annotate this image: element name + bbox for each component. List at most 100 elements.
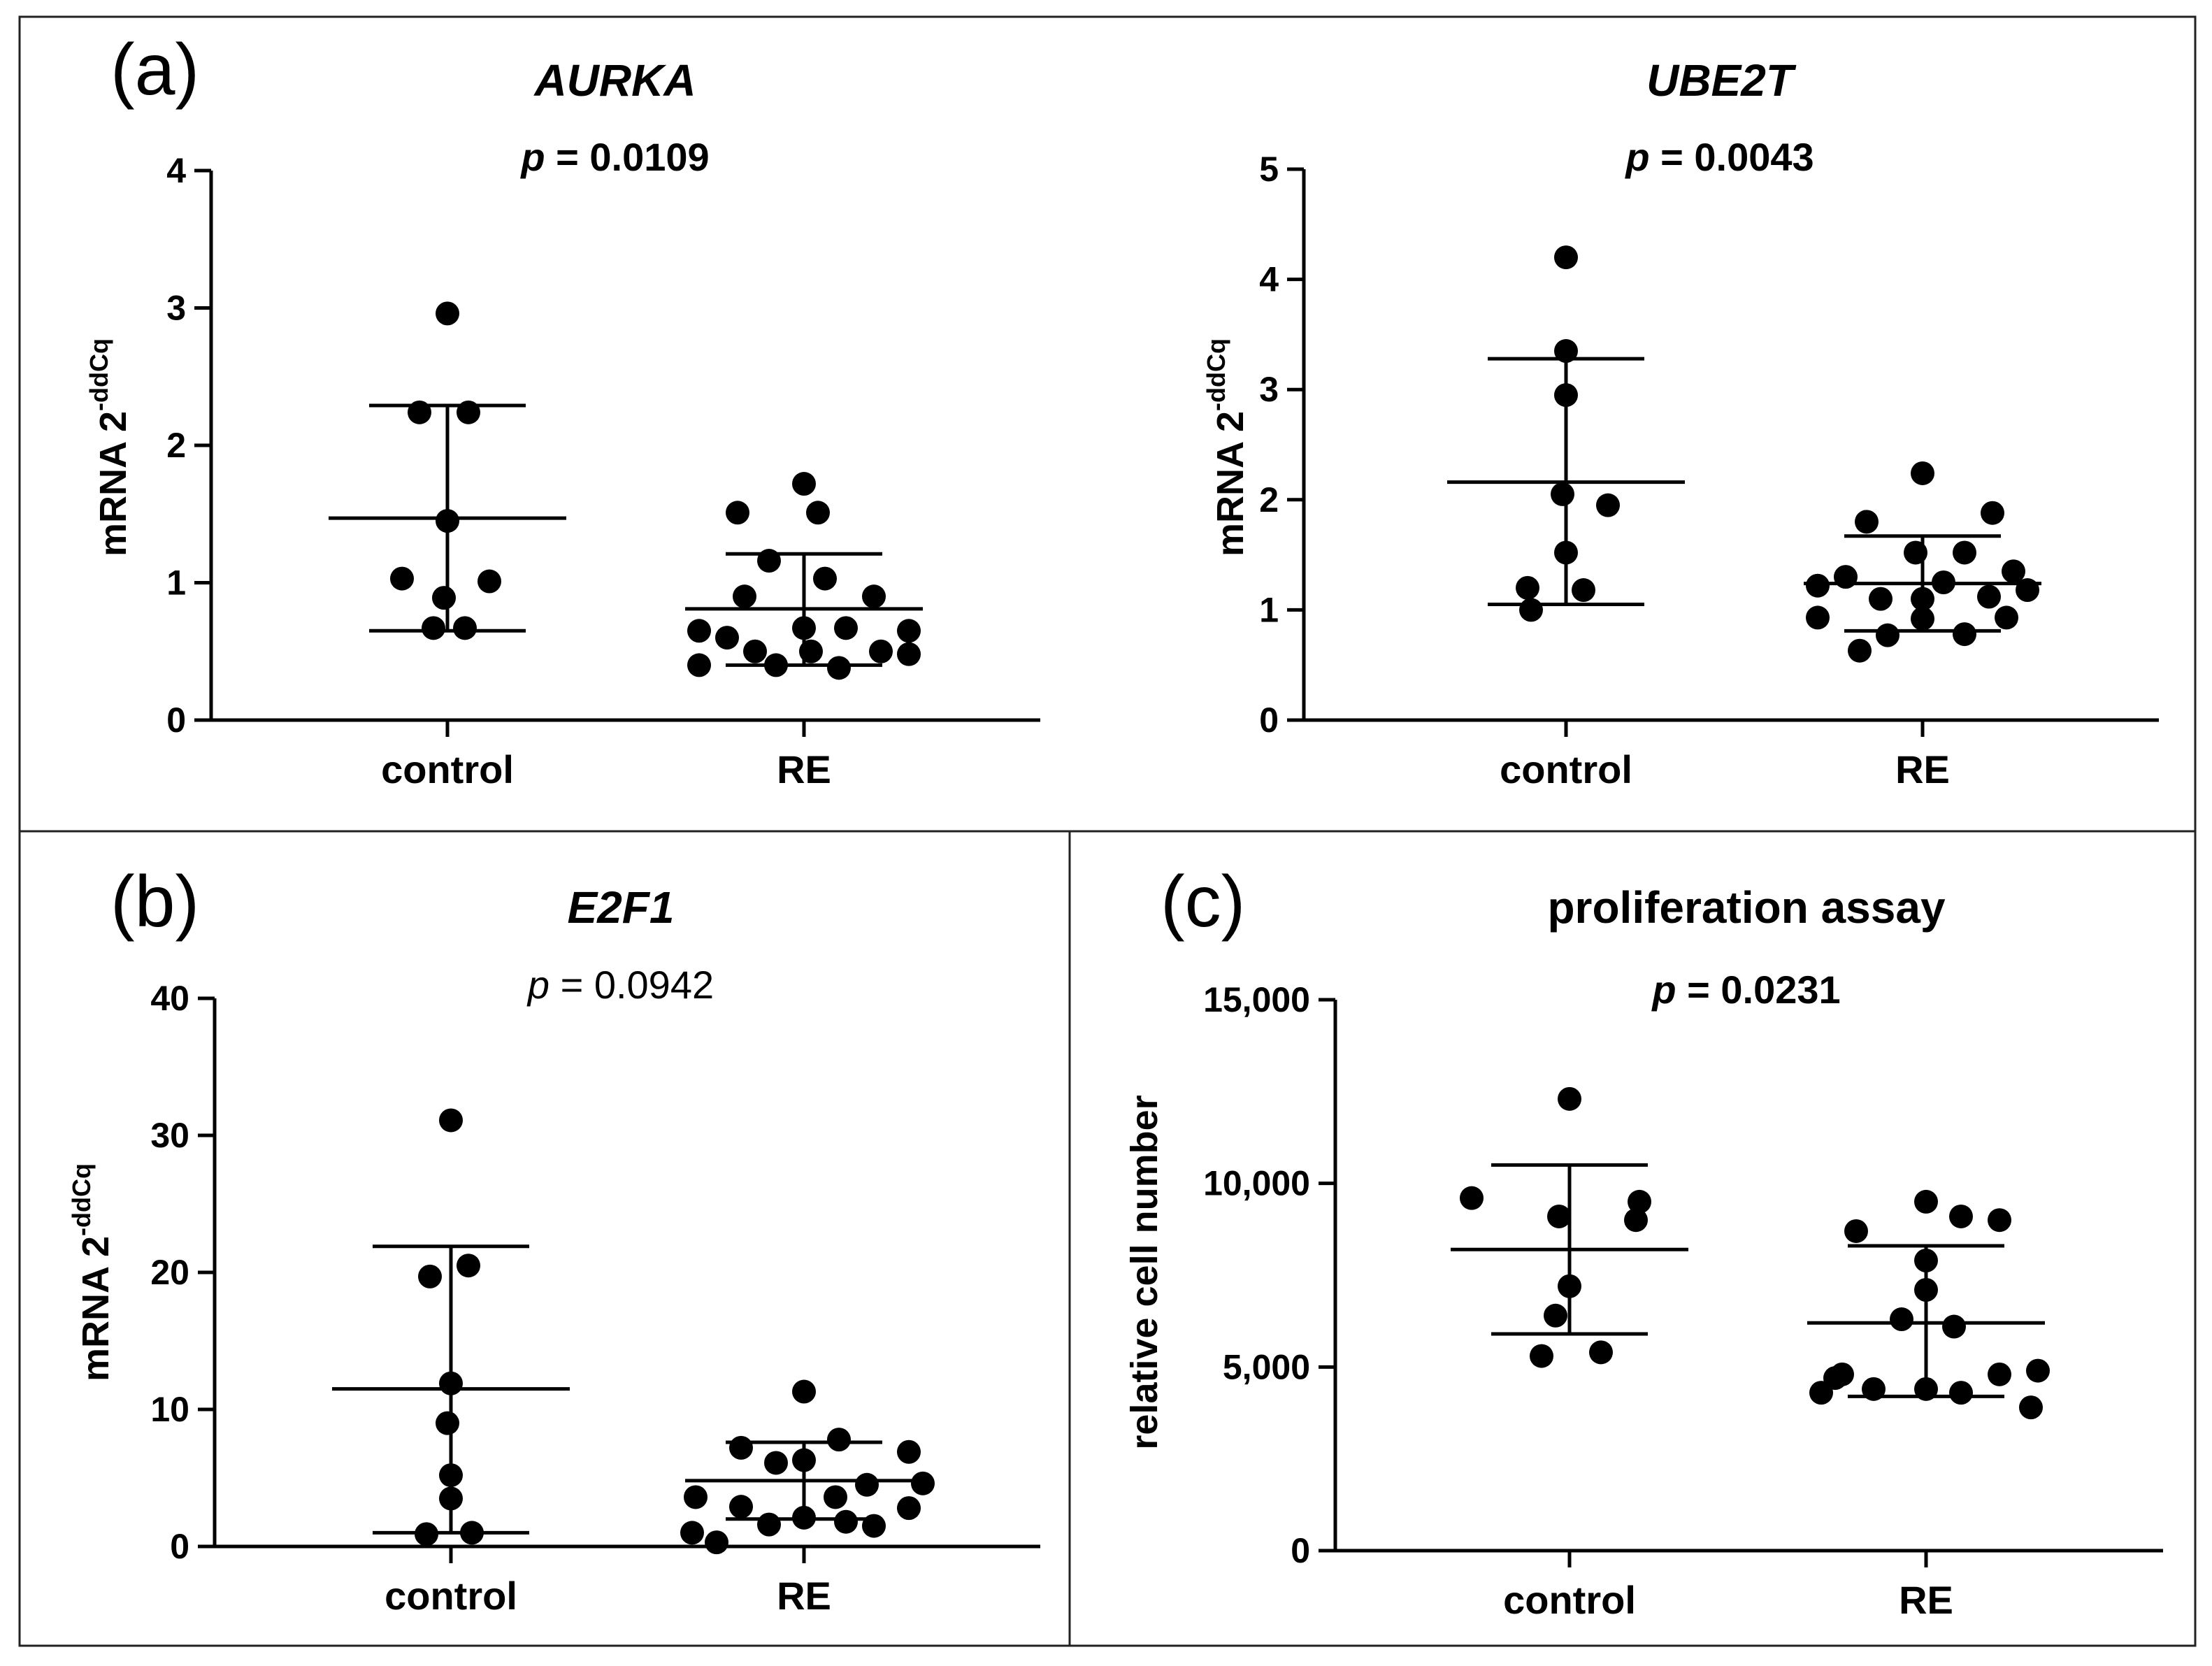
p-value-label: p = 0.0942 bbox=[526, 963, 714, 1007]
y-tick-label: 2 bbox=[1259, 480, 1279, 519]
p-value: = 0.0109 bbox=[545, 135, 710, 179]
y-axis-label-superscript: -ddCq bbox=[67, 1163, 96, 1236]
y-tick-label: 0 bbox=[170, 1527, 189, 1566]
data-point bbox=[855, 1472, 879, 1497]
data-point bbox=[1949, 1204, 1973, 1228]
p-value-label: p = 0.0043 bbox=[1624, 135, 1814, 179]
group-RE bbox=[685, 472, 923, 680]
p-symbol: p bbox=[526, 963, 550, 1007]
y-axis-label: mRNA 2-ddCq bbox=[67, 1163, 117, 1381]
data-point bbox=[1554, 383, 1578, 408]
y-axis-label: mRNA 2-ddCq bbox=[1202, 338, 1251, 556]
x-category-label: control bbox=[385, 1574, 517, 1618]
data-point bbox=[733, 584, 756, 609]
p-value: = 0.0043 bbox=[1650, 135, 1814, 179]
chart-title: UBE2T bbox=[1646, 55, 1797, 106]
data-point bbox=[1809, 1381, 1833, 1405]
chart-title: E2F1 bbox=[568, 882, 675, 933]
data-point bbox=[824, 1485, 847, 1509]
data-point bbox=[477, 569, 501, 594]
data-point bbox=[1953, 540, 1976, 565]
data-point bbox=[408, 400, 431, 424]
y-tick-label: 10,000 bbox=[1203, 1164, 1310, 1203]
data-point bbox=[813, 566, 837, 591]
data-point bbox=[453, 616, 477, 640]
data-point bbox=[757, 1512, 781, 1537]
data-point bbox=[1589, 1340, 1613, 1365]
x-category-label: control bbox=[1500, 747, 1632, 791]
data-point bbox=[705, 1530, 728, 1555]
data-point bbox=[1953, 622, 1976, 647]
data-point bbox=[1844, 1219, 1868, 1243]
data-point bbox=[1596, 493, 1620, 517]
p-value: = 0.0942 bbox=[550, 963, 714, 1007]
y-axis-label-superscript: -ddCq bbox=[85, 338, 113, 411]
panel-b-frame bbox=[18, 830, 1071, 1647]
data-point bbox=[1914, 1377, 1938, 1401]
data-point bbox=[1988, 1208, 2011, 1233]
data-point bbox=[1519, 598, 1543, 622]
group-RE bbox=[1804, 461, 2041, 663]
data-point bbox=[799, 639, 823, 663]
x-category-label: RE bbox=[1895, 747, 1950, 791]
data-point bbox=[1911, 461, 1934, 485]
data-point bbox=[1981, 501, 2004, 525]
panel-label-c: (c) bbox=[1161, 861, 1245, 942]
chart-title: proliferation assay bbox=[1547, 882, 1946, 933]
panel-label-b: (b) bbox=[110, 861, 199, 942]
x-category-label: control bbox=[1503, 1578, 1636, 1622]
chart-e2f1: E2F1 p = 0.0942 0 10 20 30 40 control RE mRNA 2-d… bbox=[67, 882, 1040, 1618]
data-point bbox=[1530, 1344, 1553, 1368]
data-point bbox=[897, 1439, 921, 1464]
data-point bbox=[827, 1428, 851, 1452]
data-point bbox=[1977, 584, 2001, 609]
data-point bbox=[1911, 607, 1934, 631]
data-point bbox=[1914, 1248, 1938, 1272]
y-tick-label: 4 bbox=[1259, 260, 1279, 299]
data-point bbox=[897, 642, 921, 666]
data-point bbox=[2019, 1395, 2043, 1420]
data-point bbox=[1848, 638, 1872, 663]
y-axis-label-superscript: -ddCq bbox=[1202, 338, 1230, 411]
data-point bbox=[1932, 570, 1955, 594]
data-point bbox=[439, 1371, 463, 1395]
data-point bbox=[439, 1486, 463, 1511]
p-value: = 0.0231 bbox=[1676, 968, 1841, 1012]
data-point bbox=[1624, 1208, 1648, 1233]
y-tick-label: 3 bbox=[1259, 370, 1279, 409]
data-point bbox=[834, 1509, 858, 1534]
data-point bbox=[436, 1411, 459, 1435]
y-tick-label: 0 bbox=[166, 701, 186, 740]
y-tick-label: 1 bbox=[1259, 590, 1279, 629]
y-tick-label: 3 bbox=[166, 289, 186, 328]
data-point bbox=[764, 1451, 788, 1475]
data-point bbox=[897, 1496, 921, 1521]
data-point bbox=[1834, 565, 1858, 589]
y-tick-label: 0 bbox=[1259, 701, 1279, 740]
data-point bbox=[415, 1522, 438, 1546]
data-point bbox=[436, 509, 459, 533]
y-tick-label: 5 bbox=[1259, 150, 1279, 189]
data-point bbox=[743, 639, 767, 663]
p-value-label: p = 0.0231 bbox=[1651, 968, 1840, 1012]
data-point bbox=[2026, 1358, 2050, 1383]
y-tick-label: 1 bbox=[166, 563, 186, 603]
data-point bbox=[436, 301, 459, 326]
panel-label-a: (a) bbox=[110, 29, 199, 110]
y-tick-label: 4 bbox=[166, 151, 186, 190]
y-axis-label: relative cell number bbox=[1123, 1095, 1165, 1449]
data-point bbox=[792, 1448, 816, 1472]
data-point bbox=[792, 616, 816, 640]
x-category-label: RE bbox=[777, 747, 831, 791]
chart-ube2t: UBE2T p = 0.0043 0 1 2 3 4 5 control RE mRNA 2-ddC… bbox=[1202, 55, 2159, 791]
panel-c-frame bbox=[1068, 830, 2197, 1647]
data-point bbox=[1914, 1189, 1938, 1214]
data-point bbox=[687, 619, 711, 643]
data-point bbox=[2016, 578, 2039, 603]
y-tick-label: 15,000 bbox=[1203, 980, 1310, 1019]
data-point bbox=[862, 1514, 886, 1538]
data-point bbox=[869, 639, 893, 663]
data-point bbox=[1547, 1204, 1571, 1228]
data-point bbox=[715, 626, 739, 650]
